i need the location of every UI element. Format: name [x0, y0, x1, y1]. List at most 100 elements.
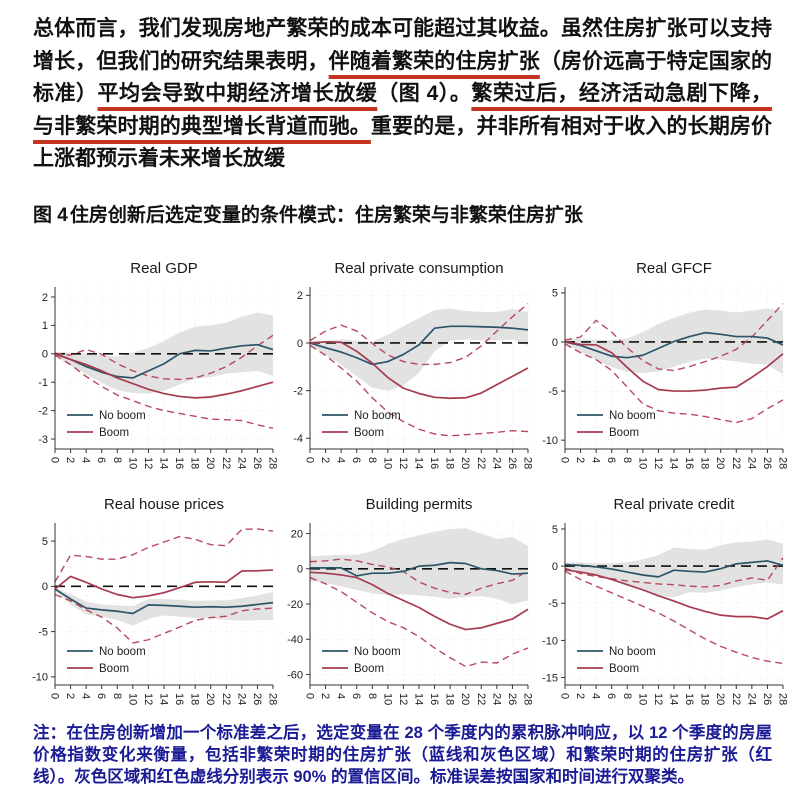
series-line-boom-90-ci-upper: [309, 303, 529, 366]
x-tick-label: 26: [761, 693, 773, 705]
text-segment: 总体而言，我们发现房地产繁荣的成本可能超过其收益。虽然住房扩张可以支持增长，但我…: [33, 17, 772, 73]
y-tick-label: -40: [287, 634, 303, 646]
x-tick-label: 6: [350, 693, 362, 699]
chart-title: Real house prices: [104, 496, 224, 513]
x-tick-label: 4: [80, 457, 92, 463]
x-tick-label: 10: [381, 457, 393, 469]
x-tick-label: 16: [173, 457, 185, 469]
x-tick-label: 24: [490, 693, 502, 705]
legend-label: No boom: [99, 646, 146, 658]
series-line-boom: [564, 341, 784, 392]
y-tick-label: 0: [552, 561, 558, 573]
x-tick-label: 22: [220, 457, 232, 469]
series-line-no-boom: [54, 343, 274, 379]
x-tick-label: 20: [459, 457, 471, 469]
series-line-boom-90-ci-upper: [309, 558, 529, 595]
x-tick-label: 2: [319, 693, 331, 699]
confidence-band: [565, 539, 783, 598]
x-tick-label: 0: [303, 457, 315, 463]
y-tick-label: -2: [293, 385, 303, 397]
x-tick-label: 22: [475, 457, 487, 469]
x-tick-label: 8: [111, 457, 123, 463]
y-tick-label: -2: [38, 405, 48, 417]
underlined-text: 繁荣过后，经济活动急剧下降，与非繁荣时期的典型增长背道而驰。: [33, 82, 773, 138]
x-tick-label: 16: [428, 693, 440, 705]
x-tick-label: 14: [667, 457, 679, 469]
figure-grid: 2 1 0 -1 -2 -3 0 2 4 6 8 10 12 14 16 18 20 22 24 26 28 No boo…: [25, 257, 800, 717]
legend-label: No boom: [609, 410, 656, 422]
x-tick-label: 26: [251, 693, 263, 705]
x-tick-label: 12: [397, 693, 409, 705]
x-tick-label: 20: [714, 457, 726, 469]
text-segment: 重要的是，并非所有相对于收入的长期房价上涨都预示着未来增长放缓: [33, 114, 773, 171]
series-line-no-boom: [564, 560, 784, 578]
chart-title: Real GDP: [130, 260, 198, 277]
text-segment: （房价远高于特定国家的标准）: [33, 49, 773, 106]
x-tick-label: 28: [521, 457, 533, 469]
series-line-boom-90-ci-lower: [54, 593, 274, 644]
x-tick-label: 12: [397, 457, 409, 469]
y-tick-label: -4: [293, 433, 303, 445]
x-tick-label: 26: [251, 457, 263, 469]
x-tick-label: 18: [699, 457, 711, 469]
x-tick-label: 18: [189, 693, 201, 705]
x-tick-label: 4: [335, 457, 347, 463]
x-tick-label: 24: [235, 457, 247, 469]
x-tick-label: 10: [636, 693, 648, 705]
legend-label: Boom: [99, 427, 129, 439]
x-tick-label: 20: [459, 693, 471, 705]
underlined-text: 伴随着繁荣的住房扩张: [328, 49, 540, 73]
x-tick-label: 14: [157, 457, 169, 469]
x-tick-label: 22: [475, 693, 487, 705]
chart-building-permits: 200-20-40-600 2 4 6 8 10 12 14 16 18 20 22 24 26 28No …: [287, 496, 533, 705]
series-line-no-boom: [54, 588, 274, 615]
legend-label: No boom: [354, 646, 401, 658]
y-tick-label: 5: [552, 288, 558, 300]
y-tick-label: -20: [287, 599, 303, 611]
y-tick-label: -5: [38, 626, 48, 638]
x-tick-label: 8: [621, 693, 633, 699]
x-tick-label: 10: [381, 693, 393, 705]
x-tick-label: 16: [683, 457, 695, 469]
x-tick-label: 14: [157, 693, 169, 705]
chart-title: Real GFCF: [636, 260, 712, 277]
series-line-no-boom: [564, 331, 784, 359]
x-tick-label: 0: [48, 693, 60, 699]
y-tick-label: 0: [552, 337, 558, 349]
x-tick-label: 4: [590, 693, 602, 699]
x-tick-label: 14: [412, 457, 424, 469]
x-tick-label: 18: [444, 693, 456, 705]
y-tick-label: -1: [38, 377, 48, 389]
y-tick-label: 20: [291, 528, 303, 540]
series-line-boom: [54, 569, 274, 599]
intro-paragraph: 总体而言，我们发现房地产繁荣的成本可能超过其收益。虽然住房扩张可以支持增长，但我…: [33, 13, 772, 176]
series-line-boom: [309, 340, 529, 400]
legend-label: Boom: [609, 663, 639, 675]
x-tick-label: 0: [558, 457, 570, 463]
series-line-no-boom: [309, 325, 529, 366]
x-tick-label: 24: [235, 693, 247, 705]
y-tick-label: -60: [287, 669, 303, 681]
series-line-boom-90-ci-upper: [54, 334, 274, 381]
x-tick-label: 28: [776, 693, 788, 705]
x-tick-label: 6: [95, 457, 107, 463]
chart-title: Real private credit: [614, 496, 736, 513]
x-tick-label: 14: [412, 693, 424, 705]
x-tick-label: 26: [506, 457, 518, 469]
x-tick-label: 28: [776, 457, 788, 469]
x-tick-label: 10: [636, 457, 648, 469]
x-tick-label: 4: [80, 693, 92, 699]
confidence-band: [55, 587, 273, 626]
x-tick-label: 10: [126, 457, 138, 469]
y-tick-label: 1: [42, 320, 48, 332]
x-tick-label: 26: [761, 457, 773, 469]
x-tick-label: 20: [204, 693, 216, 705]
series-line-no-boom: [310, 561, 529, 577]
x-tick-label: 26: [506, 693, 518, 705]
figure-note: 注：在住房创新增加一个标准差之后，选定变量在 28 个季度内的累积脉冲响应，以 …: [33, 723, 772, 786]
x-tick-label: 12: [142, 457, 154, 469]
y-tick-label: -3: [38, 434, 48, 446]
